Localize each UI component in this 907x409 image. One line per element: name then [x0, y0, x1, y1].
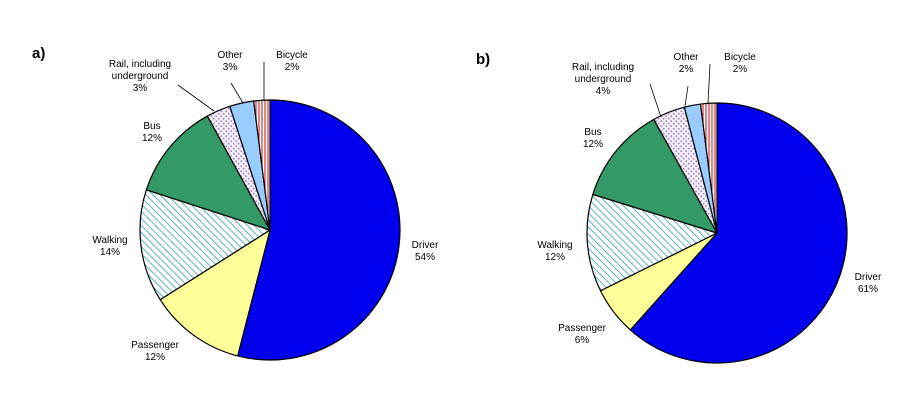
pie-slice-driver [237, 99, 401, 361]
slice-label-line: Bus [143, 121, 160, 132]
slice-label-rail: Rail, including underground 4% [572, 62, 634, 97]
pie-chart-a: a) Driver 54%Passenger 12%Walking 14%Bus 12%… [32, 45, 439, 363]
slice-label-line: Bicycle [724, 52, 756, 63]
slice-label-line: Passenger [558, 323, 606, 334]
slice-label-other: Other 3% [217, 50, 243, 73]
slice-label-line: 12% [145, 352, 165, 363]
slice-label-driver: Driver 54% [412, 240, 439, 263]
pie-slice-passenger [159, 229, 271, 357]
slice-label-line: Walking [92, 235, 127, 246]
slice-label-bus: Bus 12% [142, 121, 162, 144]
slice-label-line: Passenger [131, 340, 179, 351]
slice-label-line: 54% [415, 252, 435, 263]
panel-label-a: a) [32, 45, 45, 62]
pie-chart-b: b) Driver 61%Passenger 6%Walking 12%Bus 12%R… [476, 51, 882, 364]
pie-slice-bicycle [699, 102, 718, 234]
pie-slice-walking [139, 189, 271, 301]
slice-label-line: underground [575, 74, 632, 85]
slice-label-line: Other [217, 50, 243, 61]
slice-label-line: 3% [133, 83, 148, 94]
slice-label-line: Rail, including [109, 59, 171, 70]
slice-label-line: 2% [679, 64, 694, 75]
slice-label-line: 3% [223, 62, 238, 73]
slice-label-line: 61% [858, 284, 878, 295]
slice-label-bus: Bus 12% [583, 127, 603, 150]
slice-label-line: Rail, including [572, 62, 634, 73]
slice-label-driver: Driver 61% [855, 272, 882, 295]
slice-label-line: Driver [412, 240, 439, 251]
pie-slice-bus [592, 118, 718, 234]
slice-label-walking: Walking 14% [92, 235, 127, 258]
slice-label-line: Bicycle [276, 50, 308, 61]
slice-label-line: underground [112, 71, 169, 82]
pie-slice-driver [629, 102, 848, 364]
slice-label-line: 2% [285, 62, 300, 73]
slice-label-bicycle: Bicycle 2% [724, 52, 756, 75]
slice-label-passenger: Passenger 6% [558, 323, 606, 346]
pie-slice-walking [586, 193, 718, 292]
leader-line-bicycle [707, 63, 711, 104]
leader-line-rail [177, 84, 215, 112]
slice-label-walking: Walking 12% [537, 240, 572, 263]
leader-line-other [684, 85, 689, 107]
pie-slice-bicycle [253, 99, 271, 231]
slice-label-line: 12% [142, 133, 162, 144]
leader-line-rail [649, 83, 662, 118]
slice-label-line: 4% [596, 86, 611, 97]
slice-label-line: Bus [584, 127, 601, 138]
slice-label-passenger: Passenger 12% [131, 340, 179, 363]
panel-label-b: b) [476, 51, 490, 68]
slice-label-bicycle: Bicycle 2% [276, 50, 308, 73]
slice-label-line: Driver [855, 272, 882, 283]
slice-label-rail: Rail, including underground 3% [109, 59, 171, 94]
slice-label-other: Other 2% [673, 52, 699, 75]
slice-label-line: Other [673, 52, 699, 63]
pie-slice-bus [145, 115, 271, 231]
slice-label-line: 6% [575, 335, 590, 346]
slice-label-line: 2% [733, 64, 748, 75]
slice-label-line: 12% [583, 139, 603, 150]
slice-label-line: Walking [537, 240, 572, 251]
leader-line-other [230, 82, 244, 104]
slice-label-line: 14% [100, 247, 120, 258]
slice-label-line: 12% [545, 252, 565, 263]
